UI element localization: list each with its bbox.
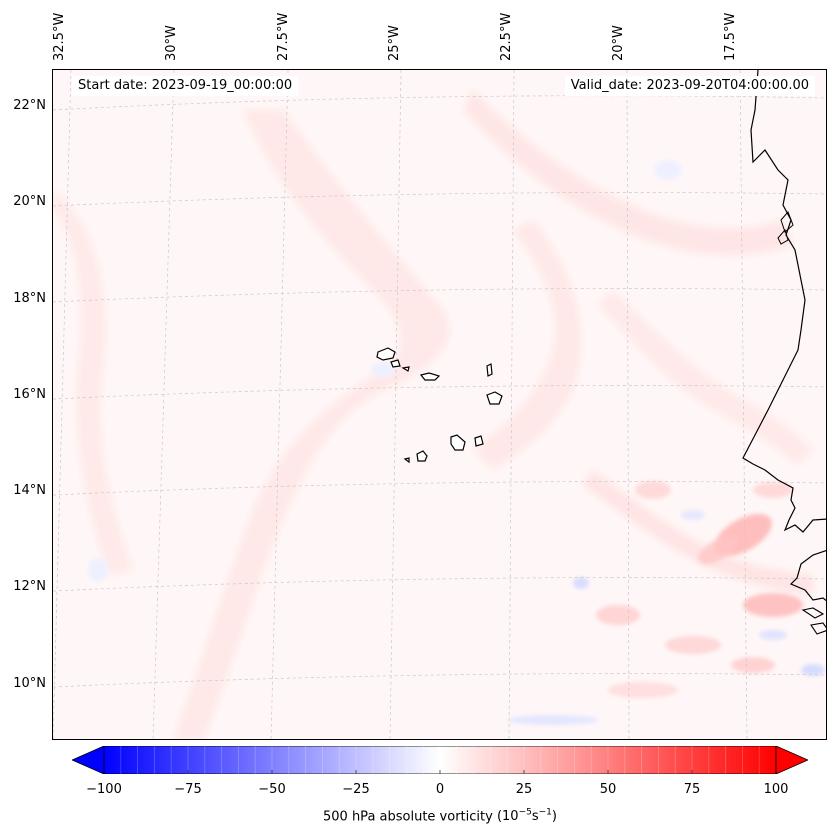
valid-date-label: Valid_date: 2023-09-20T04:00:00.00: [564, 76, 815, 96]
start-date-label: Start date: 2023-09-19_00:00:00: [72, 76, 299, 96]
colorbar-tick-label: 0: [435, 782, 445, 797]
vorticity-map[interactable]: [52, 69, 827, 740]
lat-label-14n: 14°N: [13, 483, 46, 498]
lon-label-25w: 25°W: [387, 25, 402, 61]
lon-label-20w: 20°W: [611, 25, 626, 61]
colorbar-label: 500 hPa absolute vorticity (10−5s−1): [0, 808, 837, 824]
colorbar-tick-label: −25: [342, 782, 370, 797]
colorbar-tick-label: 100: [763, 782, 789, 797]
africa-coastline: [742, 70, 826, 533]
lon-label-22-5w: 22.5°W: [499, 12, 514, 61]
lat-label-10n: 10°N: [13, 676, 46, 691]
colorbar-variable: 500 hPa absolute vorticity: [323, 809, 493, 825]
colorbar: [72, 746, 808, 774]
vorticity-base-field: [53, 70, 826, 739]
lon-label-30w: 30°W: [164, 25, 179, 61]
colorbar-max-extend: [775, 746, 808, 774]
cape-verde-islands: [376, 347, 503, 464]
colorbar-min-extend: [72, 746, 105, 774]
bijagos-islands: [801, 607, 826, 635]
lat-label-12n: 12°N: [13, 579, 46, 594]
lat-label-18n: 18°N: [13, 291, 46, 306]
coastline-island-20n: [777, 211, 794, 245]
colorbar-body: [103, 746, 777, 774]
lat-label-16n: 16°N: [13, 387, 46, 402]
colorbar-units: (10−5s−1): [496, 808, 557, 825]
colorbar-tick-label: 75: [683, 782, 701, 797]
colorbar-tick-label: −100: [86, 782, 122, 797]
lon-label-27-5w: 27.5°W: [276, 12, 291, 61]
colorbar-tick-label: −50: [258, 782, 286, 797]
lat-label-20n: 20°N: [13, 194, 46, 209]
colorbar-tick-label: 50: [599, 782, 617, 797]
lon-label-32-5w: 32.5°W: [52, 12, 67, 61]
strong-vorticity-cells: [596, 481, 803, 698]
graticule-lines: [53, 70, 826, 739]
negative-vorticity-patches: [88, 160, 825, 725]
lon-label-17-5w: 17.5°W: [723, 12, 738, 61]
lat-label-22n: 22°N: [13, 98, 46, 113]
colorbar-tick-label: 25: [515, 782, 533, 797]
positive-vorticity-bands: [53, 90, 813, 739]
colorbar-tick-label: −75: [174, 782, 202, 797]
coastline-guinea: [789, 550, 826, 602]
map-field-svg: [53, 70, 826, 739]
